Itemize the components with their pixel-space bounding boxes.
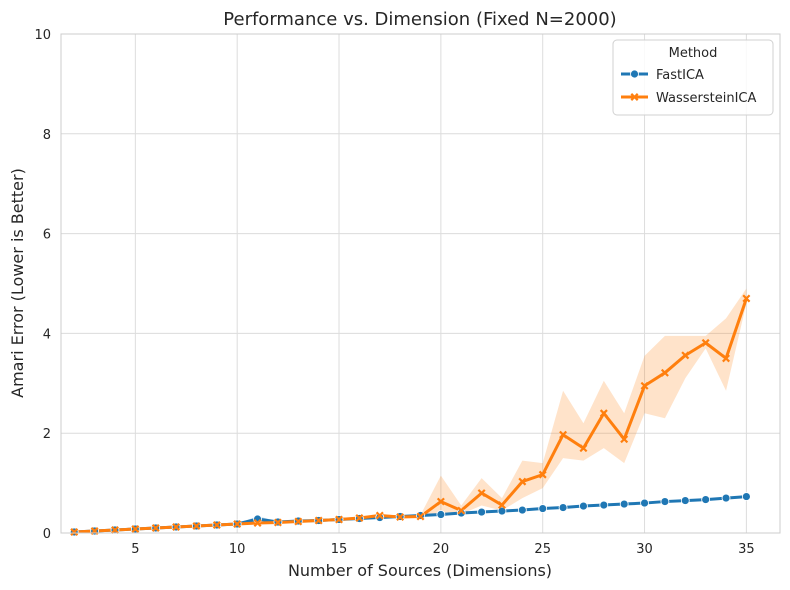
legend: Method FastICA WassersteinICA: [612, 39, 774, 116]
wassersteinica-point: [396, 513, 405, 522]
wassersteinica-point: [131, 525, 140, 533]
wassersteinica-point: [722, 354, 731, 363]
x-tick-label: 25: [534, 542, 551, 557]
wassersteinica-line: [74, 297, 748, 534]
wassersteinica-ci-band: [74, 288, 747, 533]
wassersteinica-point: [233, 520, 242, 528]
fastica-point: [436, 510, 446, 519]
legend-items: FastICA WassersteinICA: [621, 68, 757, 106]
chart-title: Performance vs. Dimension (Fixed N=2000): [223, 9, 616, 30]
wassersteinica-point: [335, 515, 344, 524]
wassersteinica-point: [701, 338, 710, 347]
wassersteinica-point: [273, 518, 282, 527]
wassersteinica-point: [742, 294, 751, 303]
wassersteinica-point: [457, 506, 466, 515]
y-axis-label: Amari Error (Lower is Better): [8, 168, 27, 398]
wassersteinica-legend-marker: [630, 93, 639, 101]
fastica-point: [640, 498, 649, 508]
tick-labels: 5 10 15 20 25 30 35 0 2 4 6 8 10: [34, 28, 754, 557]
plot-frame: [60, 33, 781, 534]
wassersteinica-point: [436, 497, 445, 506]
wassersteinica-point: [375, 511, 384, 520]
wassersteinica-point: [416, 512, 425, 521]
fastica-point: [558, 503, 568, 512]
wassersteinica-point: [681, 351, 690, 360]
wassersteinica-point: [640, 381, 649, 390]
series-lines: [74, 297, 748, 534]
x-tick-label: 30: [636, 542, 653, 557]
wassersteinica-point: [70, 528, 79, 536]
fastica-point: [538, 504, 548, 513]
wassersteinica-point: [620, 435, 629, 444]
legend-title: Method: [669, 46, 718, 61]
y-tick-label: 0: [43, 527, 51, 542]
wassersteinica-legend-label: WassersteinICA: [656, 91, 757, 106]
wassersteinica-point: [579, 444, 588, 453]
fastica-point: [497, 506, 507, 516]
wassersteinica-point: [294, 517, 303, 526]
x-axis-label: Number of Sources (Dimensions): [288, 561, 552, 580]
x-tick-label: 10: [229, 542, 246, 557]
wassersteinica-point: [559, 430, 568, 439]
wassersteinica-point: [192, 522, 201, 530]
fastica-point: [741, 492, 751, 501]
wassersteinica-point: [660, 368, 669, 377]
y-tick-label: 10: [34, 28, 51, 43]
wassersteinica-point: [518, 477, 527, 486]
wassersteinica-point: [253, 519, 262, 527]
wassersteinica-point: [110, 526, 119, 534]
fastica-point: [579, 501, 588, 511]
fastica-point: [660, 497, 670, 506]
wassersteinica-point: [212, 521, 221, 529]
wassersteinica-point: [314, 516, 323, 525]
fastica-legend-label: FastICA: [656, 68, 704, 83]
wassersteinica-point: [497, 501, 506, 510]
fastica-point: [375, 513, 385, 522]
wassersteinica-point: [151, 524, 160, 532]
fastica-point: [477, 507, 487, 517]
x-tick-label: 35: [738, 542, 755, 557]
y-tick-label: 4: [43, 327, 51, 342]
y-tick-label: 2: [43, 427, 51, 442]
wassersteinica-point: [477, 489, 486, 498]
x-tick-label: 15: [331, 542, 348, 557]
legend-box: [612, 39, 774, 116]
y-tick-label: 8: [43, 128, 51, 143]
wassersteinica-point: [172, 523, 181, 531]
x-tick-label: 5: [131, 542, 139, 557]
wassersteinica-point: [599, 409, 608, 418]
wassersteinica-point: [355, 514, 364, 523]
fastica-point: [721, 493, 731, 503]
y-tick-label: 6: [43, 228, 51, 243]
fastica-point: [517, 505, 527, 515]
fastica-legend-marker: [630, 69, 639, 79]
fastica-point: [599, 500, 609, 510]
fastica-point: [619, 499, 629, 509]
x-tick-label: 20: [433, 542, 450, 557]
fastica-point: [701, 495, 711, 504]
wassersteinica-point: [538, 470, 547, 479]
fastica-point: [680, 496, 690, 505]
